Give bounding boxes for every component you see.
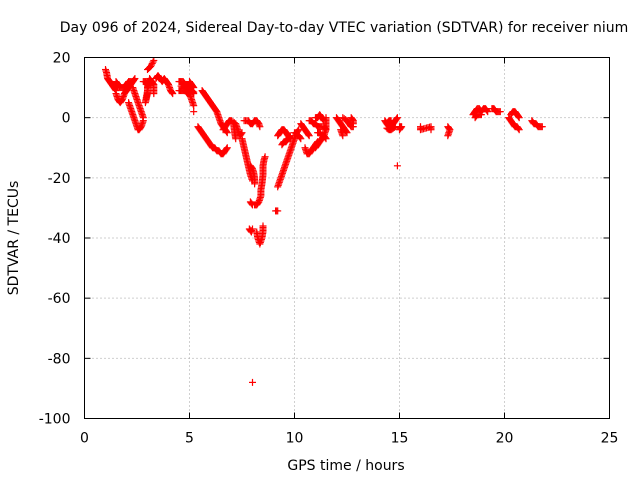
data-point (189, 83, 197, 91)
data-point (150, 90, 158, 98)
data-point (168, 89, 176, 97)
data-point (484, 108, 492, 116)
data-point (147, 61, 155, 69)
data-point (256, 123, 264, 131)
chart-title: Day 096 of 2024, Sidereal Day-to-day VTE… (60, 20, 629, 36)
data-series (102, 57, 546, 386)
data-point (286, 132, 294, 140)
data-point (149, 58, 157, 66)
data-point (223, 144, 231, 152)
data-point (251, 180, 259, 188)
data-point (322, 114, 330, 122)
x-tick-label: 25 (601, 431, 619, 447)
data-point (237, 130, 245, 138)
data-point (223, 145, 231, 153)
data-point (305, 132, 313, 140)
data-point (296, 134, 304, 142)
data-point (396, 125, 404, 133)
data-point (238, 129, 246, 137)
data-point (223, 129, 231, 137)
data-point (249, 201, 256, 209)
data-point (515, 113, 522, 121)
data-point (496, 108, 504, 116)
x-tick-label: 20 (496, 431, 514, 447)
data-point (515, 114, 523, 122)
data-point (477, 111, 485, 119)
x-tick-label: 0 (80, 431, 89, 447)
data-point (274, 207, 282, 215)
data-point (444, 132, 452, 140)
data-point (139, 114, 147, 122)
data-point (249, 225, 256, 233)
data-point (396, 126, 403, 134)
y-tick-labels: -100 -80 -60 -40 -20 0 20 (39, 51, 71, 428)
y-tick-label: -80 (48, 351, 71, 367)
data-point (349, 120, 357, 128)
data-point (190, 84, 198, 92)
data-point (249, 378, 256, 386)
data-point (515, 126, 523, 134)
data-point (322, 126, 330, 134)
data-point (390, 123, 398, 131)
data-point (297, 135, 305, 143)
data-point (130, 76, 138, 84)
y-tick-label: -100 (39, 412, 71, 428)
data-point (305, 131, 312, 139)
data-point (248, 200, 256, 208)
y-tick-label: -20 (48, 171, 71, 187)
x-tick-labels: 0 5 10 15 20 25 (80, 431, 618, 447)
data-point (190, 108, 198, 116)
data-point (393, 162, 401, 170)
y-axis-label: SDTVAR / TECUs (6, 181, 22, 296)
plot-frame (84, 57, 610, 419)
axis-ticks (84, 57, 610, 419)
data-point (261, 153, 269, 161)
data-point (190, 102, 198, 110)
data-point (321, 125, 329, 133)
y-tick-label: 20 (53, 51, 71, 67)
data-point (111, 86, 119, 94)
data-point (295, 126, 303, 134)
data-point (538, 123, 546, 131)
data-point (393, 114, 401, 122)
x-tick-label: 5 (185, 431, 194, 447)
data-point (387, 117, 395, 125)
y-tick-label: -40 (48, 231, 71, 247)
data-point (147, 63, 155, 71)
data-point (131, 75, 139, 83)
data-point (393, 115, 401, 123)
y-tick-label: 0 (62, 111, 71, 127)
data-point (148, 60, 156, 68)
grid-lines (84, 57, 610, 419)
data-point (483, 107, 491, 115)
x-tick-label: 15 (391, 431, 409, 447)
data-point (339, 132, 347, 140)
data-point (286, 133, 294, 141)
data-point (150, 57, 158, 65)
data-point (169, 90, 177, 98)
data-point (232, 135, 240, 143)
data-point (427, 126, 435, 134)
data-point (259, 222, 267, 230)
y-tick-label: -60 (48, 291, 71, 307)
data-point (515, 125, 522, 133)
x-tick-label: 10 (286, 431, 304, 447)
x-axis-label: GPS time / hours (287, 458, 404, 474)
